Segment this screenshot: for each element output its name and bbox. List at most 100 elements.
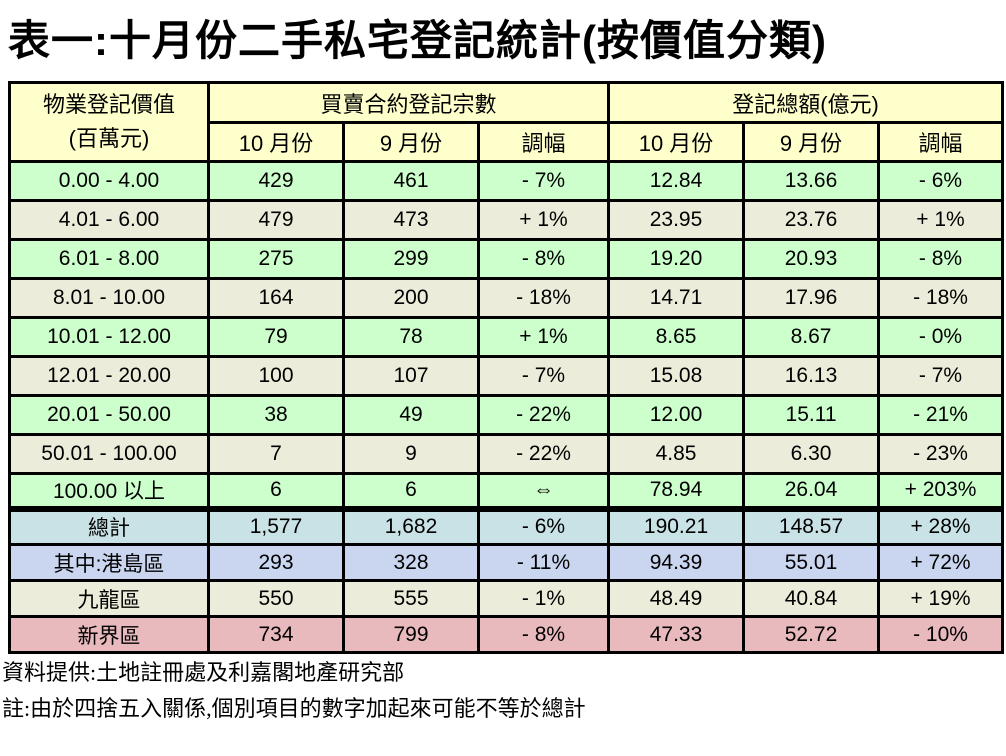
count-change: - 18% [476, 277, 611, 319]
amount-change: - 18% [877, 277, 1005, 319]
table-row-hong-kong-island: 其中:港島區 293 328 - 11% 94.39 55.01 + 72% [8, 543, 1005, 582]
header-amount-october: 10 月份 [607, 121, 746, 163]
registration-stats-table: 物業登記價值 (百萬元) 買賣合約登記宗數 登記總額(億元) 10 月份 9 月… [8, 81, 1005, 654]
no-change-arrow-icon: ⇔ [476, 472, 611, 510]
count-sep: 799 [342, 615, 480, 654]
header-row-subcolumns: 10 月份 9 月份 調幅 10 月份 9 月份 調幅 [10, 121, 1005, 163]
count-sep: 299 [342, 238, 480, 280]
table-row-20-50: 20.01 - 50.00 38 49 - 22% 12.00 15.11 - … [8, 394, 1005, 436]
count-sep: 1,682 [342, 505, 480, 546]
amount-sep: 15.11 [742, 394, 881, 436]
amount-oct: 190.21 [607, 505, 746, 546]
amount-change: - 7% [877, 355, 1005, 397]
amount-oct: 19.20 [607, 238, 746, 280]
source-note: 資料提供:土地註冊處及利嘉閣地產研究部 [2, 660, 405, 685]
amount-sep: 8.67 [742, 316, 881, 358]
count-oct: 79 [207, 316, 345, 358]
table-body: 0.00 - 4.00 429 461 - 7% 12.84 13.66 - 6… [8, 160, 1005, 654]
total-label: 總計 [8, 505, 210, 546]
amount-sep: 6.30 [742, 433, 881, 475]
table-row-total: 總計 1,577 1,682 - 6% 190.21 148.57 + 28% [8, 505, 1005, 546]
price-range: 6.01 - 8.00 [8, 238, 210, 280]
rounding-note: 註:由於四捨五入關係,個別項目的數字加起來可能不等於總計 [2, 696, 586, 721]
region-label: 新界區 [8, 615, 210, 654]
amount-sep: 16.13 [742, 355, 881, 397]
header-property-value: 物業登記價值 (百萬元) [8, 81, 210, 163]
header-amount-change: 調幅 [877, 121, 1005, 163]
amount-sep: 55.01 [742, 543, 881, 582]
amount-sep: 13.66 [742, 160, 881, 202]
amount-change: + 19% [877, 579, 1005, 618]
table-row-50-100: 50.01 - 100.00 7 9 - 22% 4.85 6.30 - 23% [8, 433, 1005, 475]
count-sep: 461 [342, 160, 480, 202]
count-oct: 100 [207, 355, 345, 397]
amount-change: - 6% [877, 160, 1005, 202]
header-row-groups: 物業登記價值 (百萬元) 買賣合約登記宗數 登記總額(億元) [8, 81, 1005, 163]
price-range: 8.01 - 10.00 [8, 277, 210, 319]
count-oct: 7 [207, 433, 345, 475]
count-sep: 107 [342, 355, 480, 397]
header-amount-september: 9 月份 [742, 121, 881, 163]
amount-sep: 40.84 [742, 579, 881, 618]
amount-oct: 4.85 [607, 433, 746, 475]
amount-sep: 26.04 [742, 472, 881, 510]
price-range: 10.01 - 12.00 [8, 316, 210, 358]
amount-sep: 17.96 [742, 277, 881, 319]
count-sep: 78 [342, 316, 480, 358]
table-row-4-6: 4.01 - 6.00 479 473 + 1% 23.95 23.76 + 1… [8, 199, 1005, 241]
count-oct: 550 [207, 579, 345, 618]
table-row-over-100: 100.00 以上 6 6 ⇔ 78.94 26.04 + 203% [8, 472, 1005, 510]
count-sep: 49 [342, 394, 480, 436]
price-range: 12.01 - 20.00 [8, 355, 210, 397]
table-row-12-20: 12.01 - 20.00 100 107 - 7% 15.08 16.13 -… [8, 355, 1005, 397]
price-range: 20.01 - 50.00 [8, 394, 210, 436]
amount-sep: 20.93 [742, 238, 881, 280]
table-header: 物業登記價值 (百萬元) 買賣合約登記宗數 登記總額(億元) 10 月份 9 月… [8, 81, 1005, 163]
header-property-value-line2: (百萬元) [68, 126, 150, 151]
count-oct: 429 [207, 160, 345, 202]
price-range: 0.00 - 4.00 [8, 160, 210, 202]
amount-change: + 203% [877, 472, 1005, 510]
count-oct: 479 [207, 199, 345, 241]
header-count-change: 調幅 [476, 121, 611, 163]
header-property-value-line1: 物業登記價值 [42, 91, 175, 117]
amount-sep: 148.57 [742, 505, 881, 546]
table-row-6-8: 6.01 - 8.00 275 299 - 8% 19.20 20.93 - 8… [8, 238, 1005, 280]
amount-change: - 21% [877, 394, 1005, 436]
header-count-september: 9 月份 [342, 121, 480, 163]
amount-oct: 94.39 [607, 543, 746, 582]
count-sep: 200 [342, 277, 480, 319]
count-sep: 328 [342, 543, 480, 582]
amount-change: - 10% [877, 615, 1005, 654]
header-group-total-amount: 登記總額(億元) [607, 81, 1005, 124]
count-sep: 9 [342, 433, 480, 475]
count-change: - 8% [476, 238, 611, 280]
amount-oct: 23.95 [607, 199, 746, 241]
amount-oct: 14.71 [607, 277, 746, 319]
amount-change: + 72% [877, 543, 1005, 582]
table-row-kowloon: 九龍區 550 555 - 1% 48.49 40.84 + 19% [8, 579, 1005, 618]
footnotes: 資料提供:土地註冊處及利嘉閣地產研究部 註:由於四捨五入關係,個別項目的數字加起… [2, 662, 1006, 720]
count-sep: 555 [342, 579, 480, 618]
count-oct: 38 [207, 394, 345, 436]
amount-change: - 0% [877, 316, 1005, 358]
count-oct: 734 [207, 615, 345, 654]
count-sep: 473 [342, 199, 480, 241]
header-count-october: 10 月份 [207, 121, 345, 163]
amount-oct: 78.94 [607, 472, 746, 510]
table-row-new-territories: 新界區 734 799 - 8% 47.33 52.72 - 10% [8, 615, 1005, 654]
region-label: 九龍區 [8, 579, 210, 618]
table-row-0-4: 0.00 - 4.00 429 461 - 7% 12.84 13.66 - 6… [8, 160, 1005, 202]
price-range: 4.01 - 6.00 [8, 199, 210, 241]
count-oct: 6 [207, 472, 345, 510]
count-change: - 7% [476, 355, 611, 397]
count-oct: 293 [207, 543, 345, 582]
count-change: - 1% [476, 579, 611, 618]
count-oct: 275 [207, 238, 345, 280]
page: 表一:十月份二手私宅登記統計(按價值分類) 物業登記價值 (百萬元) 買賣合約登… [2, 17, 1006, 720]
price-range: 50.01 - 100.00 [8, 433, 210, 475]
amount-sep: 23.76 [742, 199, 881, 241]
amount-oct: 8.65 [607, 316, 746, 358]
count-oct: 1,577 [207, 505, 345, 546]
count-change: - 11% [476, 543, 611, 582]
